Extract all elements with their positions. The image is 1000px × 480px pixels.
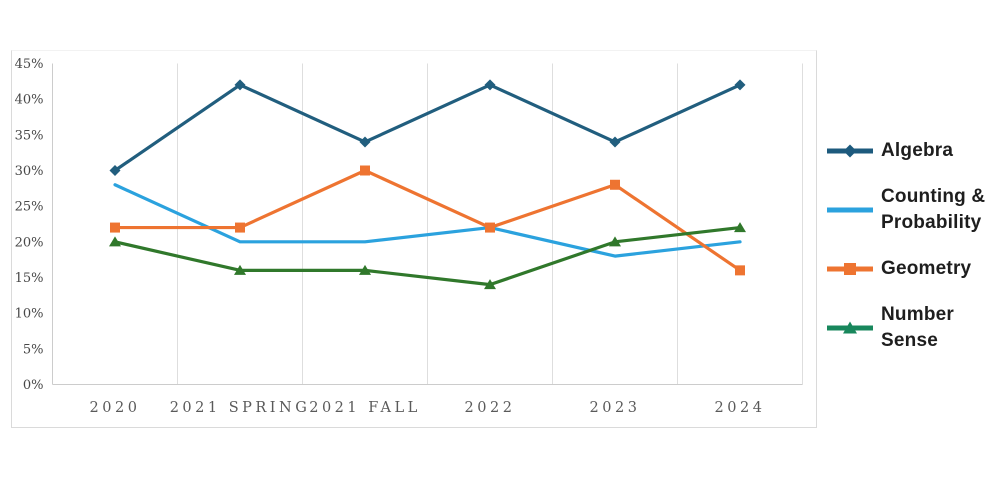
algebra-series-swatch-icon bbox=[827, 144, 873, 158]
x-tick-label: 2020 bbox=[90, 400, 141, 416]
chart-panel: 0% 5% 10% 15% 20% 25% 30% 35% 40% 45% 2020 2021 SPR… bbox=[11, 50, 817, 428]
data-point-algebra bbox=[234, 79, 246, 91]
legend-swatch-marker bbox=[844, 263, 856, 275]
y-tick-label: 15% bbox=[15, 271, 44, 286]
data-point-geometry bbox=[610, 179, 620, 190]
data-point-geometry bbox=[235, 222, 245, 233]
y-tick-label: 40% bbox=[15, 93, 44, 108]
data-point-geometry bbox=[485, 222, 495, 233]
y-tick-label: 45% bbox=[15, 57, 44, 72]
data-point-number-sense bbox=[109, 236, 121, 247]
geometry-series-swatch-icon bbox=[827, 263, 873, 275]
data-point-number-sense bbox=[484, 279, 496, 290]
data-point-geometry bbox=[735, 265, 745, 276]
data-point-algebra bbox=[609, 136, 621, 148]
data-point-number-sense bbox=[359, 264, 371, 275]
x-tick-label: 2021 SPRING bbox=[170, 400, 311, 416]
legend-swatch-marker bbox=[843, 321, 857, 334]
y-tick-label: 35% bbox=[15, 128, 44, 143]
legend-label-geometry: Geometry bbox=[881, 258, 972, 279]
legend-item-counting-probability: Counting & Probability bbox=[827, 184, 1000, 236]
x-tick-label: 2023 bbox=[590, 400, 641, 416]
data-point-number-sense bbox=[234, 264, 246, 275]
data-point-algebra bbox=[109, 165, 121, 176]
legend-label-algebra: Algebra bbox=[881, 140, 954, 161]
data-point-number-sense bbox=[734, 222, 746, 233]
data-point-algebra bbox=[359, 136, 371, 148]
legend-swatch-marker bbox=[843, 144, 857, 158]
data-point-algebra bbox=[734, 79, 746, 91]
chart-legend: Algebra Counting & Probability Geometry … bbox=[827, 138, 1000, 354]
series-line-number-sense bbox=[113, 225, 742, 287]
series-line-counting-probability bbox=[113, 183, 742, 258]
data-point-number-sense bbox=[609, 236, 621, 247]
counting-probability-series-swatch-icon bbox=[827, 207, 873, 213]
legend-label-number-sense: Number Sense bbox=[881, 304, 954, 351]
x-tick-label: 2021 FALL bbox=[309, 400, 421, 416]
legend-item-geometry: Geometry bbox=[827, 256, 1000, 282]
y-tick-label: 10% bbox=[15, 307, 44, 322]
y-tick-label: 0% bbox=[23, 378, 44, 393]
x-tick-label: 2024 bbox=[715, 400, 766, 416]
legend-item-number-sense: Number Sense bbox=[827, 302, 1000, 354]
data-point-geometry bbox=[360, 165, 370, 176]
legend-label-counting-probability: Counting & Probability bbox=[881, 186, 986, 233]
legend-item-algebra: Algebra bbox=[827, 138, 1000, 164]
y-tick-label: 20% bbox=[15, 235, 44, 250]
series-line-geometry bbox=[113, 168, 742, 272]
x-tick-label: 2022 bbox=[465, 400, 516, 416]
y-tick-label: 25% bbox=[15, 200, 44, 215]
y-tick-label: 30% bbox=[15, 164, 44, 179]
data-point-algebra bbox=[484, 79, 496, 91]
series-line-algebra bbox=[113, 83, 742, 173]
number-sense-series-swatch-icon bbox=[827, 321, 873, 334]
line-chart: 0% 5% 10% 15% 20% 25% 30% 35% 40% 45% 2020 2021 SPR… bbox=[15, 57, 803, 416]
y-tick-label: 5% bbox=[23, 342, 44, 357]
data-point-geometry bbox=[110, 222, 120, 233]
